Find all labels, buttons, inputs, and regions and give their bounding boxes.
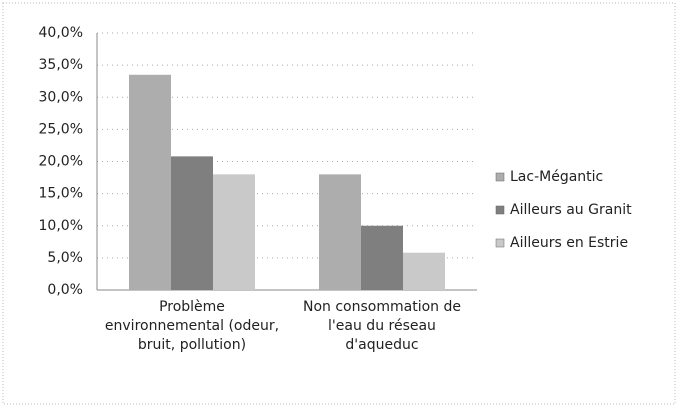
legend-marker	[495, 205, 505, 215]
bar	[213, 174, 255, 290]
legend-marker	[495, 238, 505, 248]
x-tick-label: Problème environnemental (odeur, bruit, …	[104, 299, 280, 353]
bar	[171, 156, 213, 290]
y-tick-label: 40,0%	[39, 25, 83, 41]
y-tick-label: 0,0%	[47, 282, 83, 298]
bar	[403, 252, 445, 290]
legend-label: Ailleurs au Granit	[510, 202, 632, 218]
legend-marker	[495, 172, 505, 182]
y-tick-label: 30,0%	[39, 89, 83, 105]
bar	[361, 225, 403, 290]
legend-label: Lac-Mégantic	[510, 169, 603, 185]
x-tick-label: Non consommation de l'eau du réseau d'aq…	[303, 299, 461, 353]
bar	[129, 74, 171, 290]
y-tick-label: 20,0%	[39, 154, 83, 170]
y-tick-label: 15,0%	[39, 186, 83, 202]
y-tick-label: 5,0%	[47, 250, 83, 266]
y-tick-label: 35,0%	[39, 57, 83, 73]
y-tick-label: 25,0%	[39, 121, 83, 137]
legend-label: Ailleurs en Estrie	[510, 235, 628, 251]
y-tick-label: 10,0%	[39, 218, 83, 234]
bar	[319, 174, 361, 290]
